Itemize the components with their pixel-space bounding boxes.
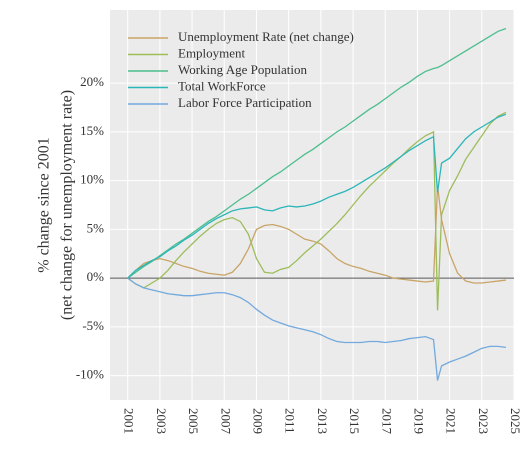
series-line xyxy=(127,113,507,279)
x-tick-label: 2003 xyxy=(154,408,169,434)
legend-label: Unemployment Rate (net change) xyxy=(178,29,354,44)
x-tick-label: 2019 xyxy=(411,408,426,434)
x-tick-label: 2017 xyxy=(379,408,394,435)
y-axis-title: (net change for unemployment rate) xyxy=(59,90,76,320)
legend-label: Labor Force Participation xyxy=(178,95,312,110)
x-tick-label: 2011 xyxy=(283,408,298,434)
legend-label: Total WorkForce xyxy=(178,78,266,93)
y-tick-label: 20% xyxy=(80,74,104,89)
y-tick-label: 15% xyxy=(80,123,104,138)
x-tick-label: 2009 xyxy=(250,408,265,434)
legend-label: Working Age Population xyxy=(178,62,307,77)
x-tick-label: 2013 xyxy=(315,408,330,434)
x-tick-label: 2007 xyxy=(218,408,233,435)
series-line xyxy=(127,111,507,311)
y-tick-label: -5% xyxy=(82,318,104,333)
x-tick-label: 2021 xyxy=(444,408,459,434)
y-tick-label: 5% xyxy=(87,220,105,235)
y-tick-label: 10% xyxy=(80,172,104,187)
y-axis-title: % change since 2001 xyxy=(36,137,53,273)
x-tick-label: 2015 xyxy=(347,408,362,434)
series-line xyxy=(127,27,507,279)
x-tick-label: 2025 xyxy=(508,408,523,434)
x-tick-label: 2001 xyxy=(122,408,137,434)
y-tick-label: 0% xyxy=(87,269,105,284)
y-tick-label: -10% xyxy=(76,367,104,382)
series-line xyxy=(127,277,507,381)
legend-label: Employment xyxy=(178,45,246,60)
plot-panel xyxy=(110,10,514,400)
x-tick-label: 2023 xyxy=(476,408,491,434)
x-tick-label: 2005 xyxy=(186,408,201,434)
